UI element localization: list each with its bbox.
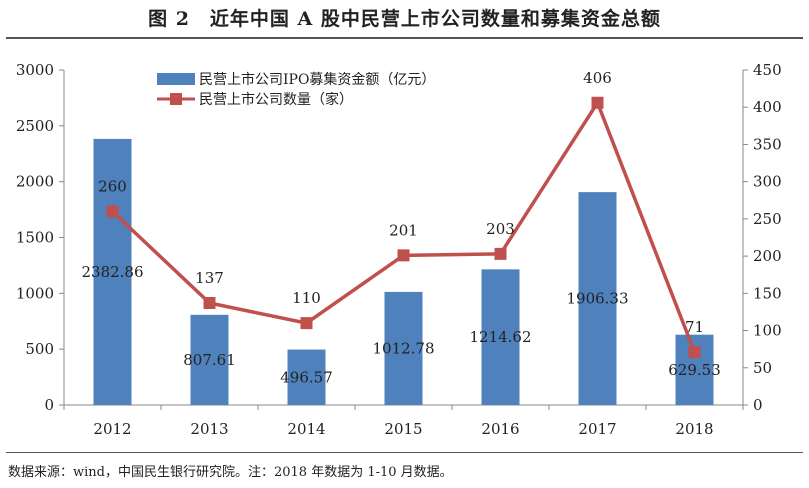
right-tick-label: 50 (753, 359, 772, 377)
x-tick-label: 2015 (384, 420, 422, 438)
x-tick-label: 2016 (481, 420, 519, 438)
bar (384, 291, 423, 405)
x-tick-label: 2014 (287, 420, 325, 438)
left-tick-label: 2500 (16, 117, 54, 135)
left-tick-label: 1000 (16, 284, 54, 302)
x-tick-label: 2012 (93, 420, 131, 438)
line-series-layer (106, 96, 701, 359)
line-marker (494, 247, 507, 260)
bar-data-label: 629.53 (668, 361, 721, 379)
bar-data-label: 1906.33 (566, 290, 628, 308)
bar-data-label: 1012.78 (372, 339, 434, 357)
source-divider (6, 452, 803, 453)
line-data-label: 260 (98, 177, 127, 195)
left-tick-label: 2000 (16, 173, 54, 191)
line-data-label: 137 (195, 269, 224, 287)
line-marker (203, 297, 216, 310)
right-tick-label: 0 (753, 396, 763, 414)
left-tick-label: 3000 (16, 61, 54, 79)
right-tick-label: 300 (753, 173, 782, 191)
line-marker (106, 205, 119, 218)
x-tick-label: 2013 (190, 420, 228, 438)
bar-series-layer (93, 138, 714, 405)
bar-data-label: 496.57 (280, 368, 333, 386)
legend-swatch-marker (170, 93, 182, 105)
legend-label-line: 民营上市公司数量（家） (199, 91, 353, 108)
right-tick-label: 450 (753, 61, 782, 79)
legend-label-bar: 民营上市公司IPO募集资金额（亿元） (199, 71, 435, 88)
left-tick-label: 1500 (16, 229, 54, 247)
line-data-label: 110 (292, 289, 321, 307)
right-tick-label: 100 (753, 322, 782, 340)
chart-title: 图 2 近年中国 A 股中民营上市公司数量和募集资金总额 (148, 8, 661, 30)
bar (190, 314, 229, 405)
bar (287, 349, 326, 405)
right-tick-label: 400 (753, 98, 782, 116)
right-tick-label: 350 (753, 135, 782, 153)
line-marker (688, 346, 701, 359)
bar-data-label: 2382.86 (81, 263, 143, 281)
axes-layer: 0 500 1000 1500 2000 2500 3000 0 50 100 150 200 250 3… (16, 61, 782, 438)
bar (93, 138, 132, 405)
line-data-label: 203 (486, 220, 515, 238)
data-labels-layer: 2382.86 807.61 496.57 1012.78 1214.62 1906.33… (81, 69, 720, 387)
left-tick-label: 0 (44, 396, 54, 414)
bar-data-label: 807.61 (183, 351, 236, 369)
bar (481, 269, 520, 405)
left-tick-label: 500 (25, 340, 54, 358)
bar-data-label: 1214.62 (469, 328, 531, 346)
line-data-label: 406 (583, 69, 612, 87)
x-tick-label: 2018 (675, 420, 713, 438)
legend-swatch-bar (157, 73, 195, 85)
source-note: 数据来源：wind，中国民生银行研究院。注：2018 年数据为 1-10 月数据… (8, 465, 453, 480)
line-marker (300, 317, 313, 330)
line-data-label: 71 (685, 318, 704, 336)
line-marker (591, 96, 604, 109)
right-tick-label: 200 (753, 247, 782, 265)
bar (578, 192, 617, 405)
right-tick-label: 250 (753, 210, 782, 228)
x-tick-label: 2017 (578, 420, 616, 438)
line-marker (397, 249, 410, 262)
right-tick-label: 150 (753, 284, 782, 302)
title-divider (6, 37, 803, 39)
line-data-label: 201 (389, 221, 418, 239)
legend: 民营上市公司IPO募集资金额（亿元） 民营上市公司数量（家） (157, 71, 435, 108)
